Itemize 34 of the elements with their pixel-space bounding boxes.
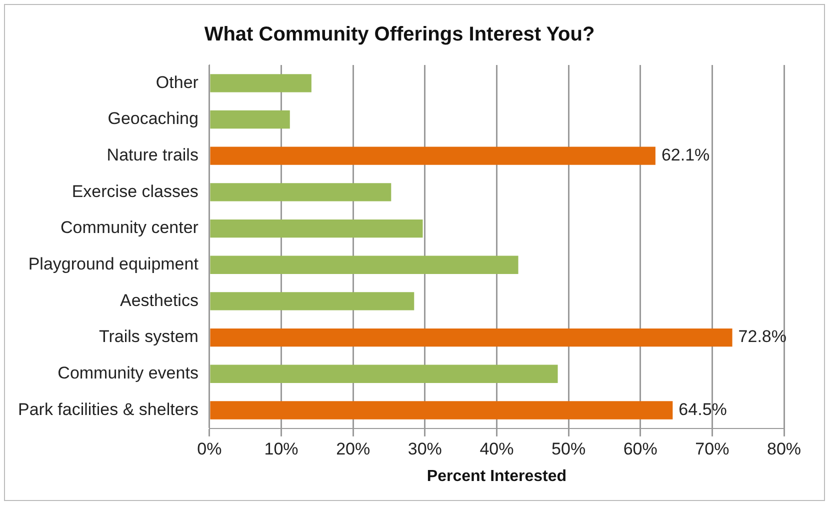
bar [210,183,392,202]
x-tick-label: 50% [552,439,586,458]
y-tick-label: Community events [58,364,198,383]
bar [210,292,414,310]
bar [210,110,290,129]
y-tick-label: Playground equipment [28,254,199,274]
y-tick-label: Aesthetics [120,290,198,310]
x-tick-label: 80% [766,439,802,458]
bar [210,74,312,92]
x-axis-title: Percent Interested [426,468,567,485]
data-label: 62.1% [661,146,710,165]
bar [210,146,656,165]
y-tick-label: Trails system [98,327,198,346]
chart-title: What Community Offerings Interest You? [204,24,595,46]
y-tick-label: Other [156,72,199,92]
bar [210,401,673,420]
x-tick-label: 60% [623,439,658,458]
x-tick-label: 10% [264,439,298,458]
bar [210,256,518,274]
x-tick-label: 30% [408,439,442,458]
y-tick-label: Exercise classes [72,182,198,201]
y-tick-label: Community center [60,218,199,238]
bar [210,328,732,347]
x-tick-label: 0% [197,439,222,458]
data-label: 72.8% [738,327,786,346]
x-tick-label: 20% [336,439,370,458]
bar [210,364,558,383]
y-tick-label: Park facilities & shelters [18,400,198,419]
y-tick-label: Nature trails [106,146,198,165]
bar [210,219,423,238]
x-tick-label: 40% [480,439,514,458]
x-tick-label: 70% [695,439,730,458]
y-tick-label: Geocaching [108,109,198,128]
data-label: 64.5% [678,400,727,419]
